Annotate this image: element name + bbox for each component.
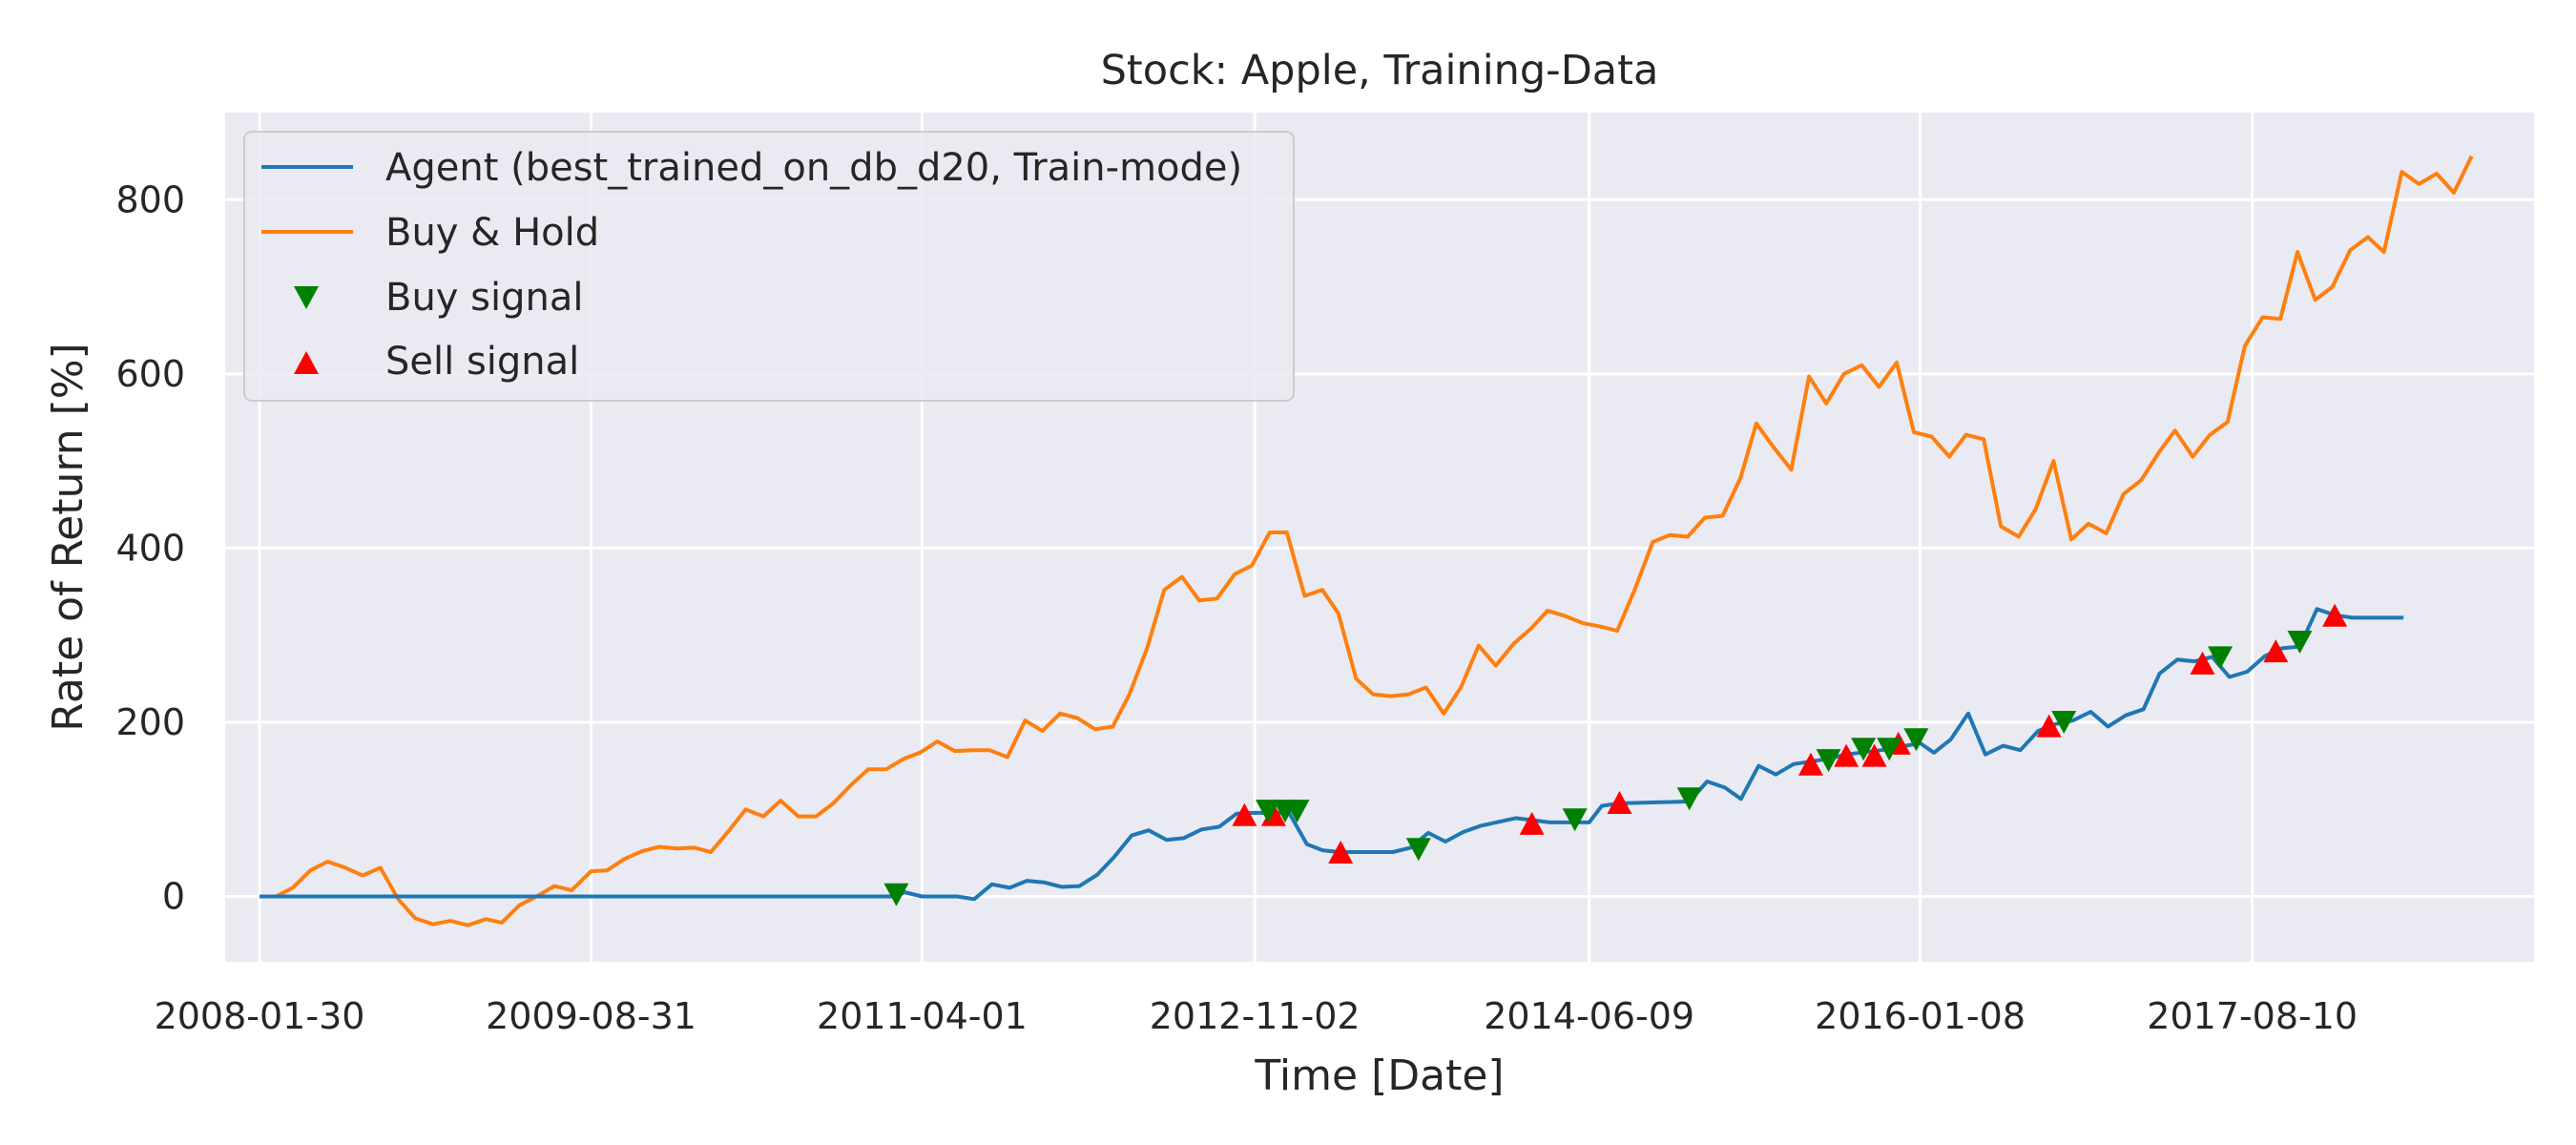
y-tick-label: 600	[115, 353, 185, 395]
y-tick-label: 400	[115, 527, 185, 569]
sell-signal-marker	[2263, 639, 2289, 663]
y-tick-label: 800	[115, 178, 185, 220]
buy-signal-marker	[1851, 738, 1877, 761]
buy-signal-marker	[1676, 787, 1702, 811]
buy-signal-marker	[2287, 630, 2313, 654]
x-tick-label: 2017-08-10	[2147, 995, 2358, 1037]
x-tick-label: 2012-11-02	[1150, 995, 1361, 1037]
buy-signal-marker	[1284, 800, 1310, 823]
chart-title: Stock: Apple, Training-Data	[1101, 47, 1659, 94]
x-axis-label: Time [Date]	[1254, 1051, 1504, 1100]
buy-signal-marker	[1405, 838, 1431, 862]
sell-signal-marker	[1519, 811, 1545, 835]
sell-signal-marker	[1607, 790, 1632, 814]
x-tick-label: 2011-04-01	[817, 995, 1028, 1037]
x-tick-label: 2014-06-09	[1484, 995, 1694, 1037]
x-tick-label: 2009-08-31	[486, 995, 696, 1037]
buy-signal-marker	[1255, 800, 1280, 823]
legend-agent-label: Agent (best_trained_on_db_d20, Train-mod…	[385, 146, 1242, 190]
sell-signal-marker	[1232, 802, 1257, 826]
legend-box	[243, 131, 1295, 402]
buy-signal-marker	[2208, 646, 2233, 670]
buy-signal-marker	[2051, 710, 2077, 734]
buyhold-line	[260, 155, 2474, 927]
legend-sell-marker	[294, 351, 319, 374]
legend-buyhold-label: Buy & Hold	[385, 211, 599, 255]
sell-signal-marker	[2036, 714, 2062, 738]
legend-buy-marker	[294, 286, 319, 309]
sell-signal-marker	[1834, 743, 1859, 767]
sell-signal-marker	[1861, 743, 1887, 767]
ticks-layer: 0 200 400 600 800 2008-01-30 2009-08-31 2011-04…	[115, 178, 2358, 1037]
y-tick-label: 200	[115, 701, 185, 743]
sell-signal-marker	[2322, 603, 2348, 627]
buy-signal-marker	[1562, 808, 1588, 832]
series-layer	[260, 155, 2474, 927]
buy-signal-marker	[883, 883, 909, 906]
legend: Agent (best_trained_on_db_d20, Train-mod…	[243, 131, 1295, 402]
buy-signal-marker	[1903, 728, 1929, 752]
sell-signal-marker	[1797, 752, 1823, 776]
y-tick-label: 0	[162, 876, 185, 918]
sell-signal-marker	[2190, 651, 2215, 675]
legend-sell-label: Sell signal	[385, 340, 579, 384]
buy-signal-marker	[1816, 749, 1841, 773]
y-axis-label: Rate of Return [%]	[44, 343, 93, 731]
x-tick-label: 2016-01-08	[1815, 995, 2025, 1037]
sell-signal-marker	[1328, 840, 1354, 864]
x-tick-label: 2008-01-30	[155, 995, 365, 1037]
buy-signal-marker	[1877, 738, 1902, 761]
legend-buy-label: Buy signal	[385, 276, 584, 320]
